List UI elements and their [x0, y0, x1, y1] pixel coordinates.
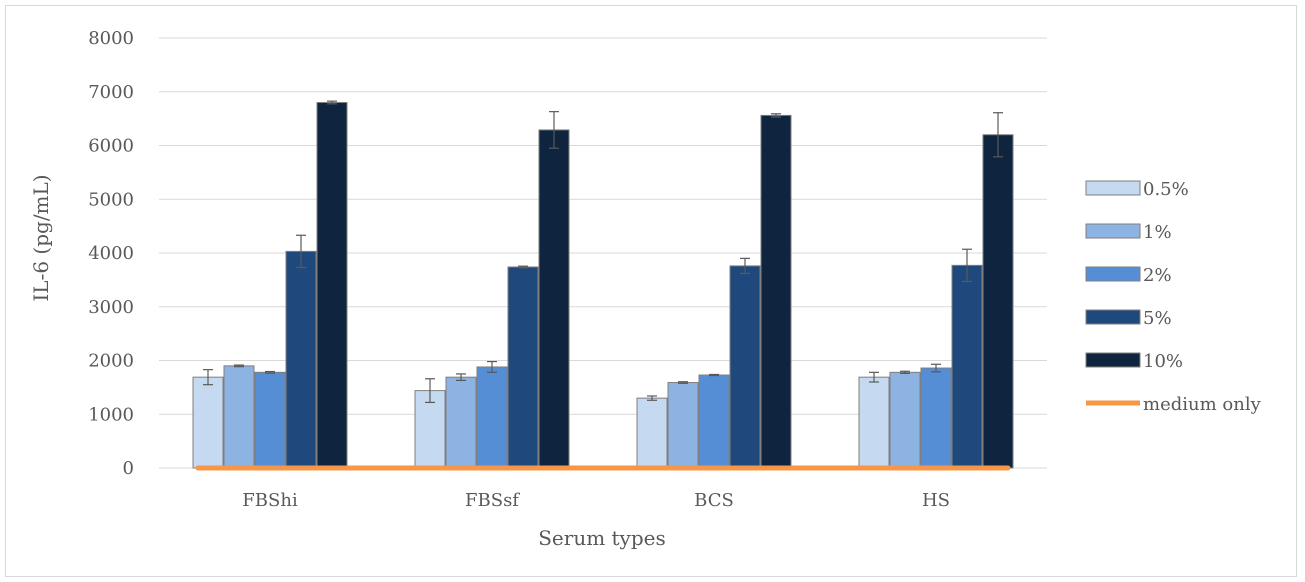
error-bar — [993, 112, 1003, 158]
error-bar — [771, 113, 781, 118]
y-tick-label: 3000 — [88, 297, 134, 318]
bar-5pct-FBShi — [285, 250, 317, 469]
bar-10pct-FBShi — [316, 102, 348, 469]
y-tick-label: 8000 — [88, 28, 134, 49]
error-bar — [549, 111, 559, 149]
bar-5pct-FBSsf — [507, 266, 539, 469]
error-bar — [740, 257, 750, 275]
bar-10pct-BCS — [760, 114, 792, 469]
chart-frame: 0 1000 2000 3000 4000 5000 6000 7000 8000 FBShi F… — [5, 5, 1297, 577]
legend-label: 0.5% — [1143, 179, 1189, 200]
bars — [192, 100, 1014, 469]
legend-label: 5% — [1143, 308, 1172, 329]
error-bar — [456, 373, 466, 381]
error-bar — [647, 395, 657, 401]
error-bar — [203, 369, 213, 386]
bar-2pct-HS — [920, 367, 952, 469]
bar-10pct-FBSsf — [538, 129, 570, 469]
y-tick-label: 2000 — [88, 351, 134, 372]
y-tick-label: 0 — [123, 458, 134, 479]
legend-label: medium only — [1143, 394, 1262, 415]
bar-2pct-FBSsf — [476, 366, 508, 469]
x-tick-label: FBShi — [242, 490, 298, 511]
error-bar — [234, 364, 244, 368]
legend-swatch — [1085, 180, 1141, 196]
legend-label: 1% — [1143, 222, 1172, 243]
legend-swatch — [1085, 309, 1141, 325]
y-tick-label: 6000 — [88, 136, 134, 157]
error-bar — [518, 265, 528, 269]
legend-label: 10% — [1143, 351, 1183, 372]
y-tick-label: 5000 — [88, 189, 134, 210]
x-axis-title: Serum types — [538, 526, 666, 550]
error-bar — [678, 381, 688, 384]
y-axis-ticks: 0 1000 2000 3000 4000 5000 6000 7000 8000 — [88, 28, 134, 479]
y-axis-title: IL-6 (pg/mL) — [29, 174, 53, 301]
bar-10pct-HS — [982, 134, 1014, 469]
error-bar — [962, 248, 972, 283]
bar-0.5pct-HS — [858, 376, 890, 469]
legend-swatch — [1085, 352, 1141, 368]
x-axis-ticks: FBShi FBSsf BCS HS — [242, 490, 950, 511]
error-bar — [869, 371, 879, 383]
bar-0.5pct-BCS — [636, 397, 668, 469]
y-tick-label: 7000 — [88, 82, 134, 103]
error-bar — [265, 370, 275, 374]
error-bar — [327, 100, 337, 105]
error-bar — [296, 234, 306, 269]
bar-0.5pct-FBShi — [192, 376, 224, 469]
bar-1pct-BCS — [667, 382, 699, 469]
x-tick-label: BCS — [694, 490, 734, 511]
x-tick-label: FBSsf — [465, 490, 520, 511]
legend-label: 2% — [1143, 265, 1172, 286]
error-bar — [487, 360, 497, 373]
bar-1pct-FBSsf — [445, 376, 477, 469]
legend-swatch — [1085, 266, 1141, 282]
bar-5pct-HS — [951, 264, 983, 469]
y-tick-label: 4000 — [88, 243, 134, 264]
bar-2pct-BCS — [698, 374, 730, 469]
legend-swatch — [1085, 223, 1141, 239]
bar-1pct-HS — [889, 371, 921, 469]
legend: 0.5% 1% 2% 5% 10% medium only — [1085, 179, 1262, 415]
error-bar — [931, 363, 941, 373]
bar-5pct-BCS — [729, 265, 761, 469]
error-bar — [709, 373, 719, 377]
x-tick-label: HS — [922, 490, 950, 511]
bar-1pct-FBShi — [223, 365, 255, 469]
bar-2pct-FBShi — [254, 371, 286, 469]
error-bar — [900, 370, 910, 374]
y-tick-label: 1000 — [88, 404, 134, 425]
error-bar — [425, 378, 435, 404]
